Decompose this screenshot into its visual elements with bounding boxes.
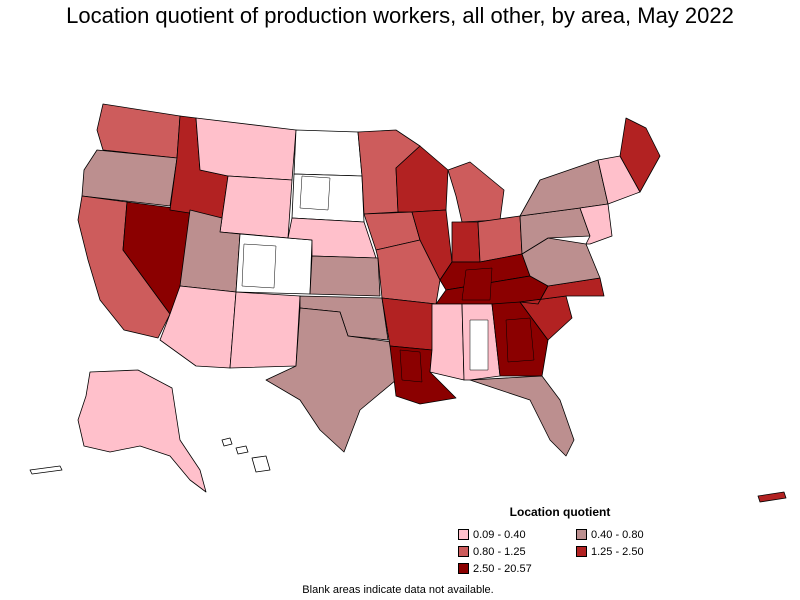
legend-label: 0.09 - 0.40 <box>473 528 526 541</box>
legend-title: Location quotient <box>509 505 611 519</box>
legend-swatch <box>576 529 587 540</box>
subarea-southeast-1 <box>461 267 493 301</box>
legend-label: 1.25 - 2.50 <box>591 545 644 558</box>
legend-swatch <box>576 546 587 557</box>
region-washington[interactable] <box>96 103 181 159</box>
region-wyoming[interactable] <box>219 175 293 239</box>
region-alaska[interactable] <box>77 369 207 493</box>
region-hawaii-2[interactable] <box>235 445 249 455</box>
region-puerto-rico[interactable] <box>757 491 787 503</box>
region-texas[interactable] <box>265 307 397 453</box>
legend-item: 0.80 - 1.25 <box>458 545 568 558</box>
region-kansas[interactable] <box>309 255 381 297</box>
region-florida[interactable] <box>469 375 575 457</box>
legend-item: 1.25 - 2.50 <box>576 545 696 558</box>
legend-label: 0.80 - 1.25 <box>473 545 526 558</box>
legend-swatch <box>458 529 469 540</box>
subarea-blank-3 <box>469 319 489 371</box>
legend-item: 2.50 - 20.57 <box>458 562 568 575</box>
region-alaska-islands <box>29 465 63 475</box>
region-new-mexico[interactable] <box>229 291 301 369</box>
legend-label: 2.50 - 20.57 <box>473 562 532 575</box>
subarea-southeast-3 <box>505 317 535 363</box>
region-mississippi[interactable] <box>429 303 465 381</box>
map-title: Location quotient of production workers,… <box>66 3 734 28</box>
legend-item: 0.09 - 0.40 <box>458 528 568 541</box>
footnote: Blank areas indicate data not available. <box>302 584 494 596</box>
region-arkansas[interactable] <box>381 297 437 351</box>
subarea-blank-1 <box>299 175 331 211</box>
region-michigan[interactable] <box>447 161 505 223</box>
subarea-blank-2 <box>241 243 277 289</box>
legend: 0.09 - 0.40 0.40 - 0.80 0.80 - 1.25 1.25… <box>458 528 698 576</box>
region-oregon[interactable] <box>81 149 178 207</box>
legend-swatch <box>458 546 469 557</box>
legend-swatch <box>458 563 469 574</box>
legend-item: 0.40 - 0.80 <box>576 528 696 541</box>
region-hawaii-3[interactable] <box>251 455 271 473</box>
subarea-southeast-2 <box>399 349 423 383</box>
region-montana[interactable] <box>195 117 297 181</box>
region-hawaii-1[interactable] <box>221 437 233 447</box>
region-indiana[interactable] <box>451 221 481 263</box>
region-maine[interactable] <box>619 117 661 193</box>
region-north-dakota[interactable] <box>293 129 363 177</box>
legend-label: 0.40 - 0.80 <box>591 528 644 541</box>
